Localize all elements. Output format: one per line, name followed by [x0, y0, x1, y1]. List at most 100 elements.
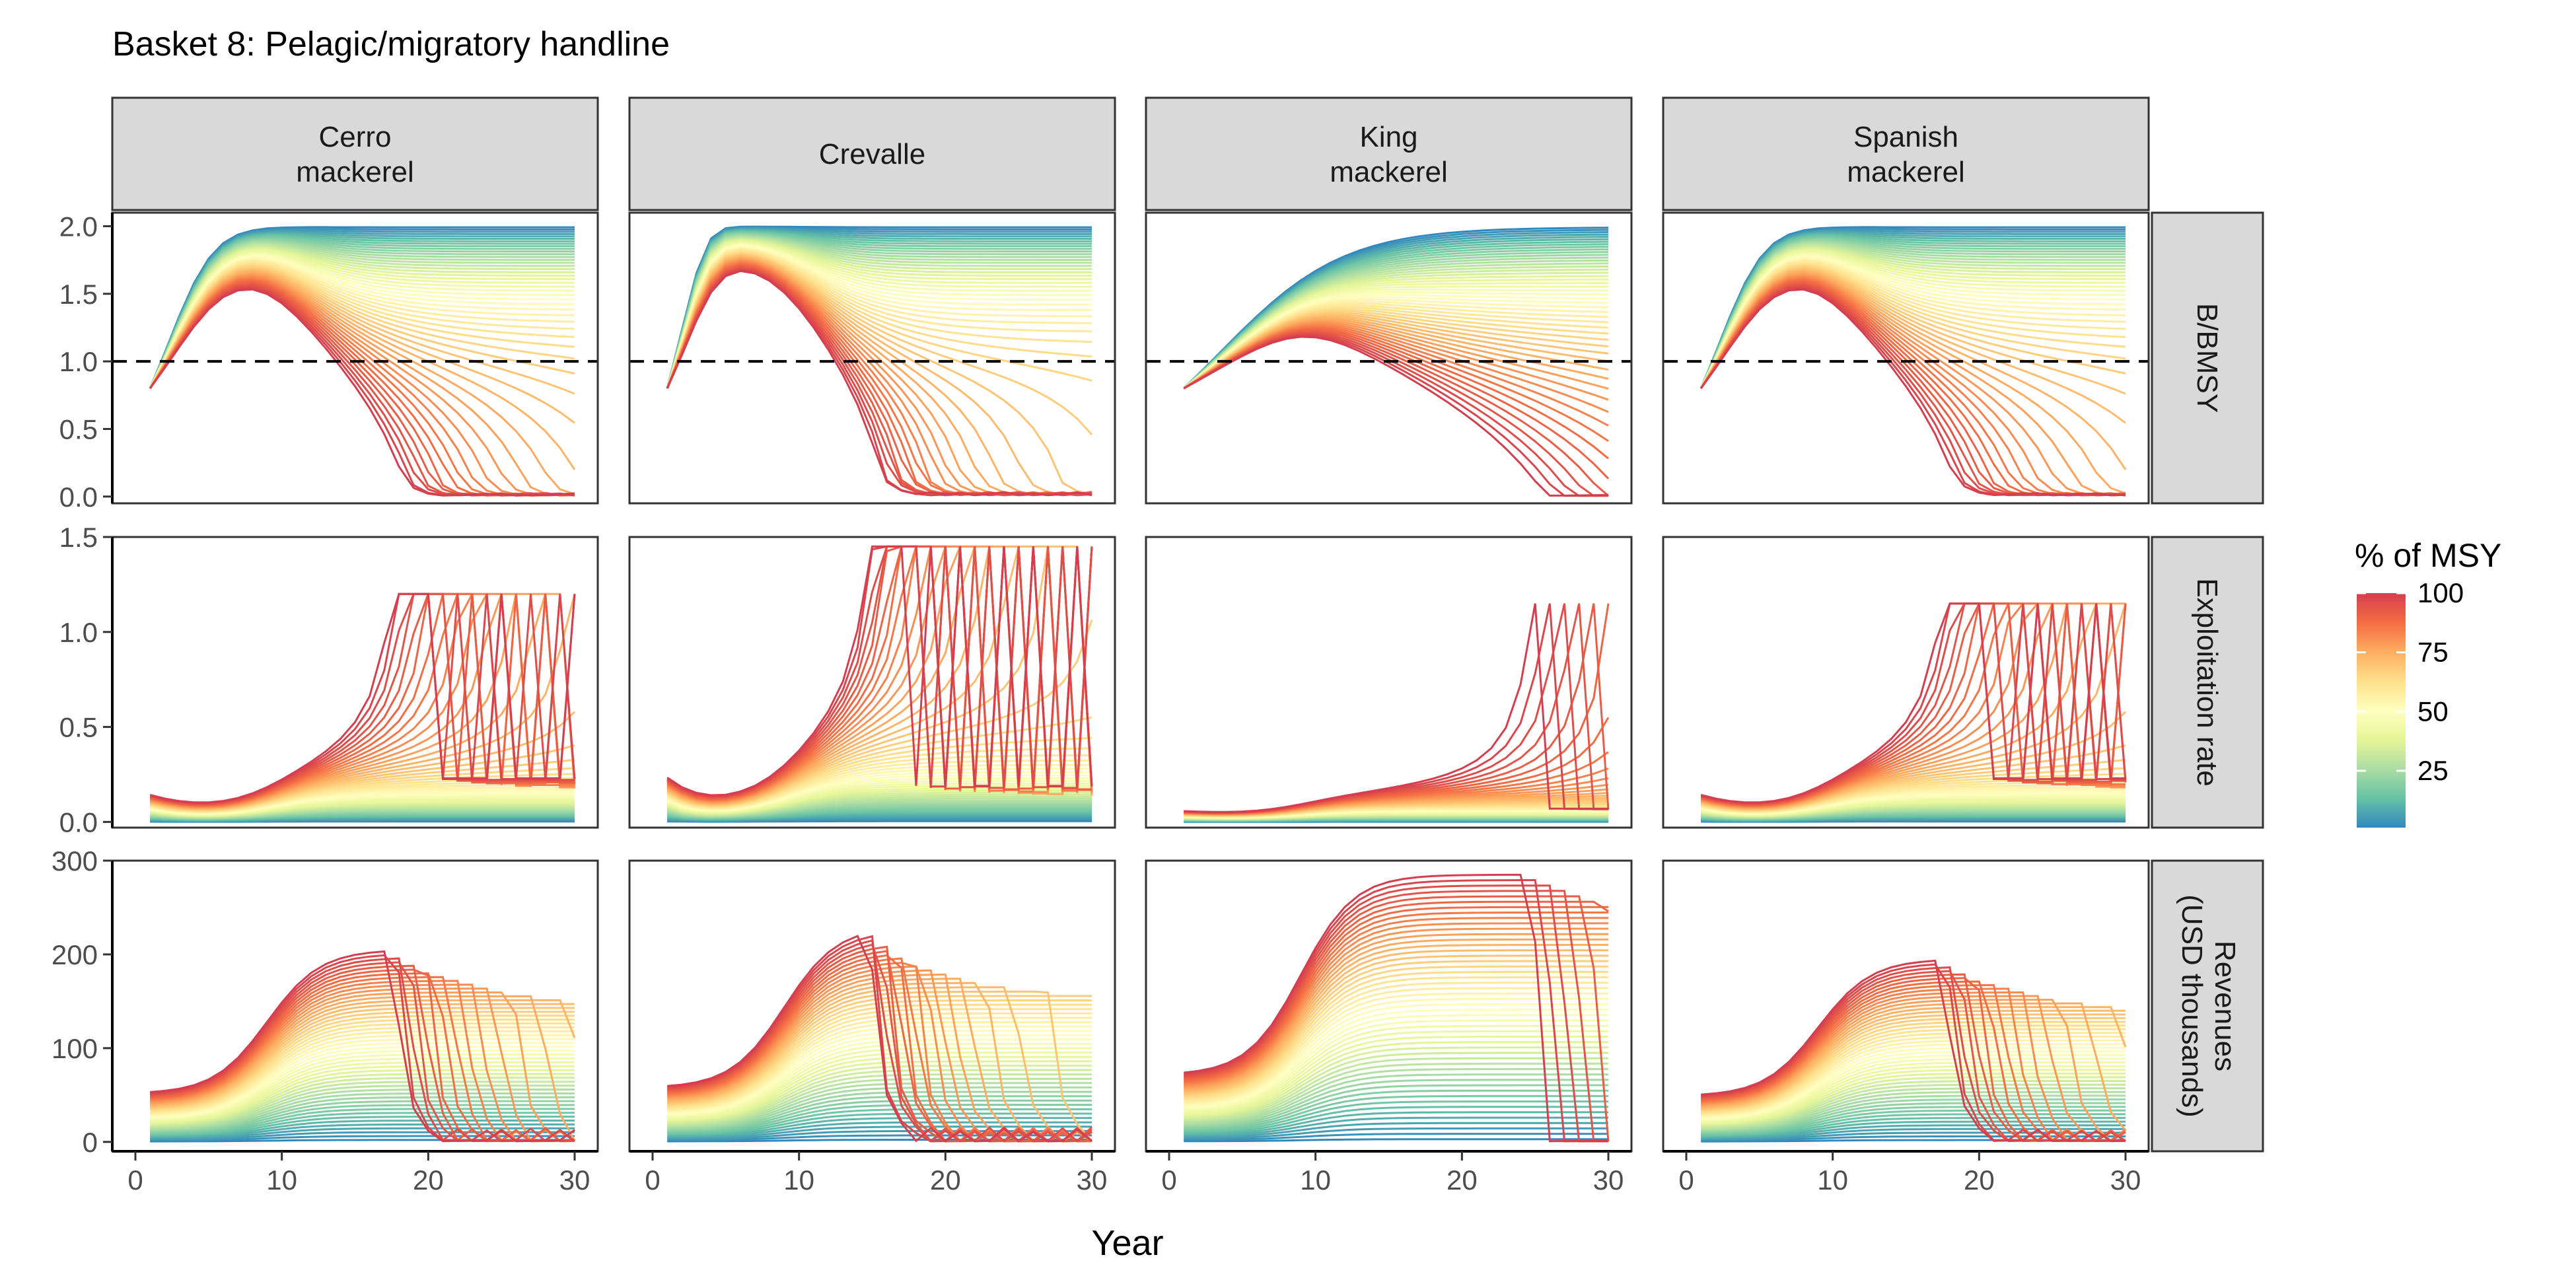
- column-strip-label: King: [1359, 121, 1417, 153]
- series-line: [150, 1135, 575, 1141]
- series-line: [667, 1073, 1092, 1126]
- panel-2-0: 0 100 200 300 0 10 20 30: [52, 845, 599, 1196]
- series-line: [1184, 1014, 1608, 1110]
- series-line: [149, 288, 575, 497]
- series-line: [1184, 949, 1608, 1094]
- series-line: [667, 1112, 1092, 1136]
- series-line: [1184, 1073, 1608, 1126]
- series-line: [1701, 1013, 2126, 1110]
- series-line: [667, 945, 1093, 1143]
- panel-border: [628, 536, 1116, 829]
- series-line: [667, 1077, 1092, 1127]
- series-line: [1699, 288, 2126, 497]
- series-line: [1701, 1036, 2126, 1116]
- series-line: [1184, 1057, 1608, 1122]
- series-line: [667, 1060, 1092, 1122]
- x-tick-label: 0: [1678, 1164, 1694, 1196]
- series-line: [667, 1069, 1092, 1125]
- series-line: [150, 1104, 575, 1133]
- series-line: [1184, 922, 1609, 1087]
- series-line: [1184, 997, 1608, 1106]
- series-line: [1701, 991, 2126, 1143]
- series-line: [1184, 879, 1609, 1143]
- panel-1-0: 0.0 0.5 1.0 1.5: [59, 522, 599, 838]
- legend-tick-label: 75: [2417, 637, 2449, 668]
- column-strip-label-line2: mackerel: [1847, 156, 1965, 188]
- series-line: [150, 1085, 575, 1129]
- series-line: [1184, 884, 1609, 1143]
- series-line: [150, 1100, 575, 1133]
- column-strip-label: Crevalle: [819, 138, 925, 170]
- y-tick-label: 0: [83, 1127, 98, 1158]
- series-line: [150, 1019, 575, 1112]
- series-line: [1701, 1080, 2126, 1127]
- series-line: [1184, 1133, 1608, 1141]
- series-line: [1701, 1039, 2126, 1117]
- y-tick-label: 1.5: [59, 522, 98, 553]
- series-line: [1184, 954, 1608, 1095]
- series-line: [1701, 1072, 2126, 1126]
- x-tick-label: 20: [1447, 1164, 1478, 1196]
- series-line: [1184, 1024, 1608, 1113]
- series-line: [1184, 1046, 1608, 1119]
- series-line: [1184, 938, 1608, 1091]
- series-line: [1701, 1087, 2126, 1129]
- legend-colorbar: [2357, 593, 2406, 828]
- series-line: [1184, 927, 1608, 1088]
- series-line: [1701, 1028, 2126, 1114]
- series-line: [1701, 1006, 2127, 1108]
- row-strip-label: B/BMSY: [2191, 303, 2223, 413]
- series-line: [1184, 1138, 1608, 1143]
- series-line: [150, 1073, 575, 1126]
- series-line: [1184, 933, 1608, 1089]
- x-tick-label: 30: [2110, 1164, 2141, 1196]
- series-line: [1701, 1083, 2126, 1128]
- series-line: [667, 957, 1093, 1143]
- series-line: [667, 1095, 1092, 1131]
- panel-1-1: [628, 536, 1116, 829]
- series-line: [1184, 1052, 1608, 1120]
- x-tick-label: 20: [413, 1164, 444, 1196]
- series-line: [150, 1057, 575, 1122]
- series-line: [666, 269, 1092, 497]
- x-tick-label: 20: [1964, 1164, 1995, 1196]
- series-line: [1701, 1091, 2126, 1130]
- series-line: [1184, 1089, 1608, 1130]
- series-line: [1184, 1019, 1608, 1112]
- series-line: [1701, 1046, 2126, 1119]
- series-line: [1701, 1113, 2126, 1136]
- series-line: [150, 1003, 575, 1108]
- series-line: [1183, 336, 1609, 497]
- panel-0-2: [1145, 211, 1633, 505]
- series-line: [1701, 995, 2126, 1143]
- legend-tick-label: 25: [2417, 755, 2449, 786]
- legend-tick-label: 50: [2417, 696, 2449, 727]
- series-line: [150, 1011, 575, 1110]
- series-line: [1700, 602, 2126, 804]
- column-strip-label-line2: mackerel: [296, 156, 414, 188]
- legend-title: % of MSY: [2355, 537, 2501, 574]
- panel-0-3: [1662, 211, 2150, 505]
- x-tick-label: 30: [559, 1164, 590, 1196]
- x-tick-label: 0: [127, 1164, 143, 1196]
- series-line: [150, 1050, 575, 1120]
- panel-border: [1662, 536, 2150, 829]
- series-line: [667, 1108, 1092, 1135]
- series-line: [150, 1077, 575, 1127]
- color-legend: % of MSY 25 50 75 100: [2355, 537, 2501, 828]
- series-line: [1184, 1009, 1608, 1109]
- x-tick-label: 10: [266, 1164, 297, 1196]
- series-line: [667, 1086, 1092, 1129]
- series-line: [1701, 1106, 2126, 1134]
- column-strip-background: [1145, 96, 1633, 211]
- series-line: [150, 1089, 575, 1129]
- panel-1-3: [1662, 536, 2150, 829]
- series-line: [150, 1022, 575, 1112]
- series-line: [1701, 977, 2126, 1143]
- series-line: [150, 991, 575, 1143]
- row-strip-2: Revenues(USD thousands): [2151, 859, 2264, 1153]
- series-line: [1184, 1127, 1608, 1139]
- series-line: [667, 1091, 1092, 1130]
